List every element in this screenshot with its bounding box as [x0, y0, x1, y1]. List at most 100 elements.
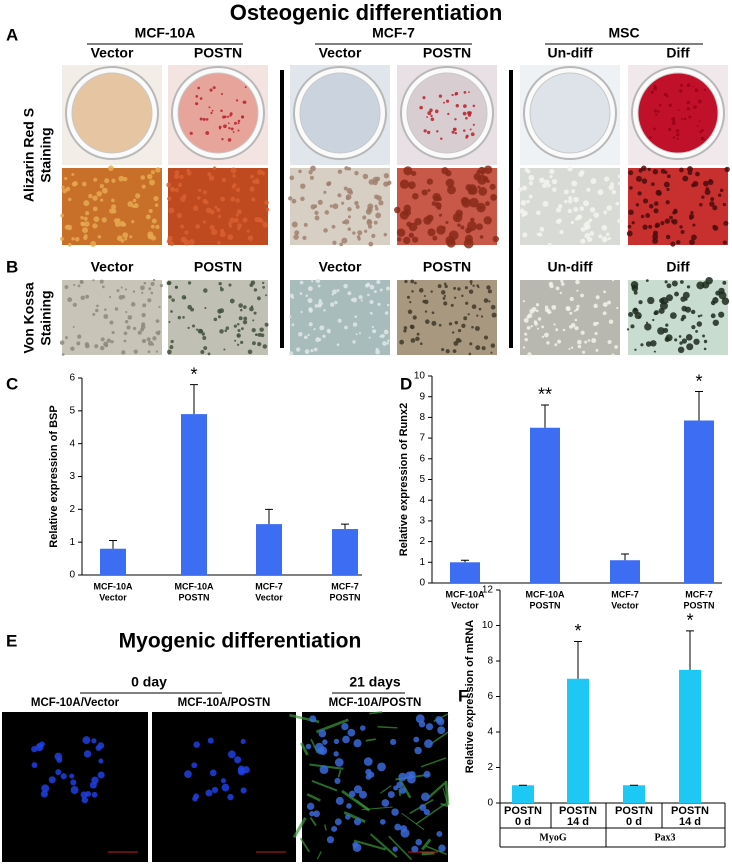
cell	[334, 818, 342, 826]
myotube	[292, 817, 307, 839]
cell	[696, 321, 703, 327]
cell	[633, 290, 638, 295]
cell	[436, 717, 445, 726]
cell	[382, 341, 387, 346]
cell	[430, 290, 433, 293]
cell	[518, 187, 523, 192]
cell	[455, 209, 463, 218]
cell	[369, 284, 375, 290]
cell	[202, 190, 208, 195]
cell	[91, 738, 97, 744]
cell	[476, 223, 483, 231]
dish-well	[529, 72, 611, 154]
cell	[488, 300, 491, 303]
cell	[480, 171, 485, 175]
cell	[208, 106, 211, 109]
column-label: Un-diff	[547, 45, 592, 61]
cell	[109, 320, 114, 325]
cell	[109, 295, 112, 299]
cell	[140, 285, 145, 291]
cell	[634, 311, 642, 320]
cell	[91, 791, 98, 798]
cell	[445, 220, 449, 225]
cell	[558, 218, 562, 223]
cell	[73, 283, 76, 287]
cell	[677, 109, 680, 111]
cell	[490, 351, 493, 354]
cell	[70, 346, 75, 351]
cell	[381, 799, 390, 807]
cell	[663, 92, 668, 97]
cell	[587, 339, 591, 342]
cell	[645, 279, 649, 282]
cell	[82, 227, 88, 234]
cell	[490, 304, 496, 310]
cell	[31, 762, 38, 768]
cell	[195, 102, 199, 106]
cell	[288, 196, 293, 201]
dish-well	[637, 72, 719, 154]
cell	[399, 787, 407, 794]
cell	[147, 173, 153, 180]
cell	[569, 311, 573, 315]
myotube	[429, 731, 449, 746]
cell	[576, 304, 580, 308]
cell	[448, 322, 453, 326]
cell	[664, 218, 671, 224]
cell	[537, 317, 542, 321]
panel-label: F	[458, 686, 468, 705]
cell	[454, 320, 459, 325]
cell	[111, 204, 117, 210]
cell	[483, 216, 492, 225]
cell	[438, 213, 443, 217]
cell	[59, 340, 65, 345]
cell	[91, 776, 99, 784]
cell	[652, 230, 659, 236]
cell	[478, 205, 483, 210]
cell	[607, 339, 612, 345]
cell	[300, 196, 305, 202]
cell	[236, 322, 240, 326]
cell	[344, 325, 348, 330]
cell	[354, 315, 358, 319]
cell	[453, 286, 457, 290]
cell	[462, 111, 467, 116]
cell	[528, 181, 534, 186]
cell	[594, 331, 598, 336]
cell	[336, 289, 340, 292]
cell	[457, 287, 461, 291]
row-label-line: Von Kossa	[21, 282, 37, 354]
cell	[225, 326, 230, 330]
cell	[522, 346, 526, 349]
cell	[305, 294, 309, 298]
cell	[474, 326, 480, 332]
cell	[542, 183, 547, 189]
cell	[614, 345, 618, 349]
cell	[383, 329, 389, 335]
cell	[341, 201, 345, 205]
error-bar	[541, 404, 549, 428]
cell	[354, 200, 359, 206]
cell	[470, 132, 475, 137]
cell	[588, 218, 593, 222]
column-label: Vector	[91, 45, 134, 61]
cell	[451, 93, 454, 97]
cell	[197, 86, 201, 90]
cell	[443, 282, 447, 286]
cell	[314, 210, 319, 215]
cell	[589, 231, 595, 236]
cell	[528, 194, 533, 199]
cell	[253, 311, 257, 315]
cell	[472, 284, 475, 287]
cell	[204, 200, 209, 205]
cell	[700, 128, 704, 132]
cell	[376, 279, 381, 285]
cell	[471, 325, 474, 329]
cell	[576, 214, 582, 220]
cell	[231, 184, 236, 189]
cell	[617, 218, 622, 224]
y-tick-label: 6	[69, 373, 75, 384]
cell	[392, 846, 398, 852]
myotube	[415, 802, 447, 825]
cell	[167, 349, 172, 355]
